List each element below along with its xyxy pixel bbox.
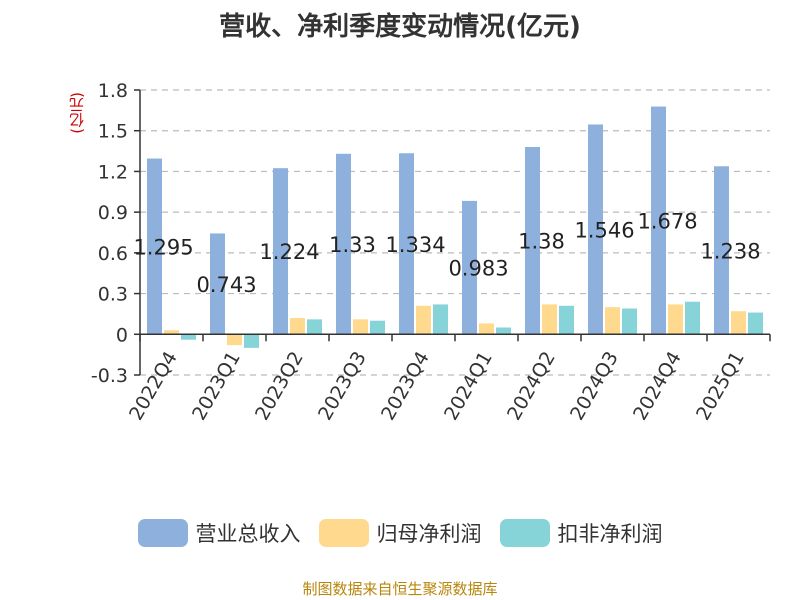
bar-s0-2025Q1 xyxy=(714,166,729,335)
x-tick-label-2024Q1: 2024Q1 xyxy=(440,348,497,424)
legend: 营业总收入 归母净利润 扣非净利润 xyxy=(0,518,800,548)
bar-s2-2023Q2 xyxy=(307,319,322,335)
y-tick-label-5: 1.2 xyxy=(98,161,128,183)
bars xyxy=(147,106,763,348)
bar-s0-2023Q3 xyxy=(336,153,351,335)
bar-s2-2024Q1 xyxy=(496,327,511,335)
bar-s2-2022Q4 xyxy=(181,334,196,340)
bar-s2-2023Q3 xyxy=(370,320,385,335)
bar-s0-2024Q1 xyxy=(462,200,477,335)
bar-s1-2024Q2 xyxy=(542,304,557,335)
x-tick-label-2022Q4: 2022Q4 xyxy=(125,348,182,424)
data-label-2022Q4: 1.295 xyxy=(133,235,193,259)
legend-swatch-parent-net-profit xyxy=(318,519,369,547)
bar-s2-2025Q1 xyxy=(748,312,763,335)
x-tick-label-2025Q1: 2025Q1 xyxy=(692,348,749,424)
y-tick-label-7: 1.8 xyxy=(98,80,128,102)
x-tick-label-2023Q2: 2023Q2 xyxy=(251,348,308,424)
legend-label-deducted-net-profit: 扣非净利润 xyxy=(557,522,663,546)
y-tick-label-6: 1.5 xyxy=(98,121,128,143)
data-label-2023Q4: 1.334 xyxy=(385,233,445,257)
bar-s1-2023Q4 xyxy=(416,305,431,335)
bar-s1-2024Q4 xyxy=(668,304,683,335)
bar-s1-2023Q1 xyxy=(227,334,242,346)
legend-label-revenue: 营业总收入 xyxy=(195,522,301,546)
chart-title: 营收、净利季度变动情况(亿元) xyxy=(219,12,581,42)
bar-s2-2024Q4 xyxy=(685,301,700,335)
y-tick-label-0: -0.3 xyxy=(91,365,128,387)
bar-s1-2025Q1 xyxy=(731,311,746,335)
data-label-2024Q3: 1.546 xyxy=(574,218,634,242)
data-label-2023Q3: 1.33 xyxy=(329,233,376,257)
x-tick-label-2024Q3: 2024Q3 xyxy=(566,348,623,424)
bar-s0-2023Q2 xyxy=(273,168,288,335)
legend-swatch-revenue xyxy=(137,519,188,547)
x-tick-label-2024Q4: 2024Q4 xyxy=(629,348,686,424)
x-tick-label-2023Q3: 2023Q3 xyxy=(314,348,371,424)
data-label-2024Q1: 0.983 xyxy=(448,257,508,281)
y-tick-label-2: 0.3 xyxy=(98,284,128,306)
y-tick-label-3: 0.6 xyxy=(98,243,128,265)
bar-s1-2024Q1 xyxy=(479,323,494,335)
y-tick-label-1: 0 xyxy=(116,324,128,346)
bar-s0-2024Q2 xyxy=(525,147,540,335)
data-source-note: 制图数据来自恒生聚源数据库 xyxy=(302,580,498,598)
data-label-2025Q1: 1.238 xyxy=(700,239,760,263)
bar-s1-2022Q4 xyxy=(164,330,179,335)
x-tick-label-2023Q1: 2023Q1 xyxy=(188,348,245,424)
data-label-2023Q2: 1.224 xyxy=(259,240,319,264)
bar-s0-2023Q1 xyxy=(210,233,225,335)
data-label-2024Q4: 1.678 xyxy=(637,209,697,233)
x-tick-label-2024Q2: 2024Q2 xyxy=(503,348,560,424)
bar-s2-2024Q3 xyxy=(622,308,637,335)
y-tick-label-4: 0.9 xyxy=(98,202,128,224)
bar-s0-2022Q4 xyxy=(147,158,162,335)
data-label-2023Q1: 0.743 xyxy=(196,273,256,297)
bar-s2-2024Q2 xyxy=(559,305,574,335)
data-label-2024Q2: 1.38 xyxy=(518,230,565,254)
bar-s0-2024Q3 xyxy=(588,124,603,335)
legend-swatch-deducted-net-profit xyxy=(499,519,550,547)
bar-s1-2024Q3 xyxy=(605,307,620,335)
bar-s1-2023Q2 xyxy=(290,318,305,335)
bar-s2-2023Q1 xyxy=(244,334,259,348)
legend-item-revenue[interactable]: 营业总收入 xyxy=(137,518,301,548)
bar-s2-2023Q4 xyxy=(433,304,448,335)
bar-s0-2024Q4 xyxy=(651,106,666,335)
grid-lines xyxy=(140,89,770,376)
bar-s0-2023Q4 xyxy=(399,153,414,335)
legend-item-deducted-net-profit[interactable]: 扣非净利润 xyxy=(499,518,663,548)
legend-item-parent-net-profit[interactable]: 归母净利润 xyxy=(318,518,482,548)
legend-label-parent-net-profit: 归母净利润 xyxy=(376,522,482,546)
x-tick-label-2023Q4: 2023Q4 xyxy=(377,348,434,424)
bar-s1-2023Q3 xyxy=(353,319,368,335)
